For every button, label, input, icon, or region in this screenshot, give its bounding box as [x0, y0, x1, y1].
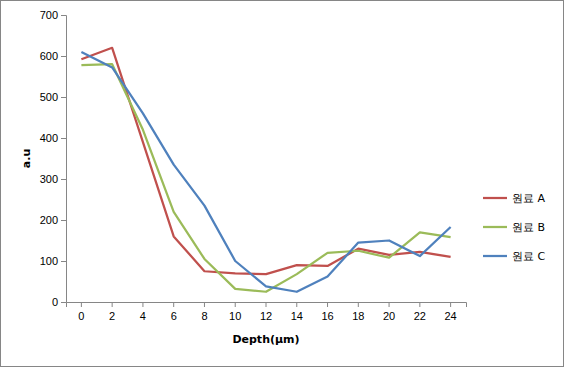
x-tick: 6: [171, 302, 177, 322]
x-tick-mark: [142, 302, 143, 307]
x-tick-mark: [296, 302, 297, 307]
y-tick-label: 0: [52, 296, 58, 308]
legend-label: 원료 B: [512, 221, 545, 234]
series-line: [81, 64, 450, 292]
y-axis: 0 100 200 300 400 500 600 700: [40, 9, 67, 308]
y-tick: 100: [40, 255, 66, 267]
legend-swatch: [483, 255, 507, 257]
x-tick: 10: [229, 302, 241, 322]
x-tick-label: 6: [171, 310, 177, 322]
x-tick: 16: [321, 302, 333, 322]
x-tick-mark: [112, 302, 113, 307]
x-tick: 20: [383, 302, 395, 322]
x-tick: 0: [78, 302, 84, 322]
x-tick-mark: [450, 302, 451, 307]
legend-swatch: [483, 197, 507, 199]
x-tick: 8: [201, 302, 207, 322]
series-line: [81, 48, 450, 274]
chart-border: [1, 1, 564, 367]
y-tick-mark: [61, 179, 66, 180]
x-tick-label: 20: [383, 310, 395, 322]
x-tick-label: 14: [291, 310, 303, 322]
x-tick-label: 2: [109, 310, 115, 322]
x-tick-label: 12: [260, 310, 272, 322]
y-tick-label: 400: [40, 132, 58, 144]
y-tick-label: 500: [40, 91, 58, 103]
y-tick-label: 200: [40, 214, 58, 226]
y-tick: 600: [40, 50, 66, 62]
y-tick-label: 300: [40, 173, 58, 185]
x-tick-mark: [389, 302, 390, 307]
y-axis-line: [61, 16, 67, 303]
y-tick: 0: [52, 296, 66, 308]
x-tick-mark: [173, 302, 174, 307]
x-tick: 2: [109, 302, 115, 322]
legend-label: 원료 A: [512, 192, 545, 205]
y-tick-mark: [61, 15, 66, 16]
x-tick-mark: [358, 302, 359, 307]
legend-label: 원료 C: [512, 250, 545, 263]
x-tick-mark: [266, 302, 267, 307]
x-tick-label: 0: [78, 310, 84, 322]
chart: 0100200300400500600700024681012141618202…: [0, 0, 564, 367]
y-tick-label: 100: [40, 255, 58, 267]
y-tick-label: 700: [40, 9, 58, 21]
x-tick-label: 4: [140, 310, 146, 322]
y-tick: 300: [40, 173, 66, 185]
x-tick: 12: [260, 302, 272, 322]
y-tick: 700: [40, 9, 66, 21]
y-tick: 400: [40, 132, 66, 144]
y-tick-mark: [61, 302, 66, 303]
legend-swatch: [483, 226, 507, 228]
y-tick-mark: [61, 97, 66, 98]
x-tick-label: 8: [201, 310, 207, 322]
y-tick-mark: [61, 138, 66, 139]
x-axis: 024681012141618202224: [67, 302, 467, 322]
x-tick-label: 16: [321, 310, 333, 322]
x-tick-label: 22: [414, 310, 426, 322]
x-tick-mark: [204, 302, 205, 307]
x-tick: 24: [444, 302, 456, 322]
y-axis-title: a.u: [20, 149, 33, 168]
x-tick-mark: [419, 302, 420, 307]
y-tick: 200: [40, 214, 66, 226]
y-tick-mark: [61, 56, 66, 57]
x-axis-line: [67, 303, 467, 308]
y-tick: 500: [40, 91, 66, 103]
y-tick-label: 600: [40, 50, 58, 62]
y-tick-mark: [61, 220, 66, 221]
x-tick: 18: [352, 302, 364, 322]
series-line: [81, 52, 450, 292]
x-tick-label: 10: [229, 310, 241, 322]
x-tick: 14: [291, 302, 303, 322]
y-tick-mark: [61, 261, 66, 262]
x-tick-label: 24: [444, 310, 456, 322]
x-tick-label: 18: [352, 310, 364, 322]
plot-lines: [81, 48, 450, 292]
x-axis-title: Depth(μm): [232, 333, 299, 346]
x-tick-mark: [81, 302, 82, 307]
x-tick: 4: [140, 302, 146, 322]
legend: 원료 A 원료 B 원료 C: [483, 192, 545, 263]
x-tick: 22: [414, 302, 426, 322]
x-tick-mark: [235, 302, 236, 307]
x-tick-mark: [327, 302, 328, 307]
